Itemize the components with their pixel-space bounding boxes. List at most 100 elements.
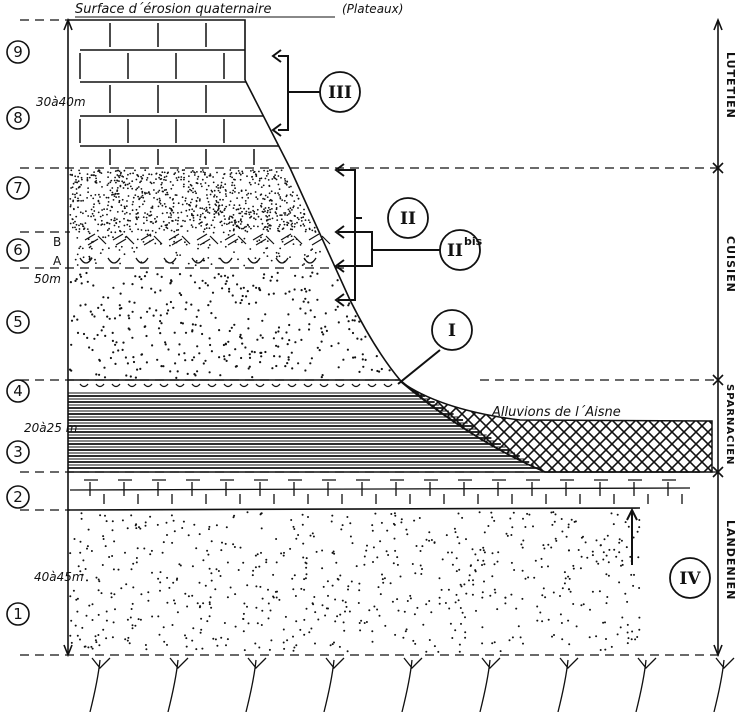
sand-dot bbox=[95, 641, 98, 644]
sand-dot bbox=[541, 594, 544, 597]
sand-dot bbox=[238, 192, 240, 194]
sand-dot bbox=[528, 513, 531, 516]
marl-mark bbox=[118, 479, 139, 504]
sand-dot bbox=[126, 527, 129, 530]
sand-dot bbox=[189, 204, 192, 207]
sand-dot bbox=[209, 596, 212, 599]
stage-cuisien: CUISIEN bbox=[724, 236, 737, 293]
layer-label: 9 bbox=[13, 43, 23, 61]
sand-dot bbox=[90, 194, 92, 197]
sand-dot bbox=[310, 357, 313, 360]
sand-dot bbox=[217, 212, 220, 215]
sand-dot bbox=[638, 628, 641, 631]
sand-dot bbox=[373, 605, 376, 608]
sand-dot bbox=[108, 556, 111, 558]
sand-dot bbox=[339, 574, 342, 577]
sand-dot bbox=[227, 234, 230, 236]
sand-dot bbox=[289, 207, 292, 210]
sand-dot bbox=[88, 604, 91, 607]
sand-dot bbox=[187, 595, 190, 598]
sand-dot bbox=[139, 181, 141, 184]
sand-dot bbox=[69, 281, 72, 284]
sand-dot bbox=[127, 195, 130, 197]
sand-dot bbox=[239, 333, 242, 336]
sand-dot bbox=[90, 550, 93, 552]
sand-dot bbox=[76, 181, 79, 184]
sand-dot bbox=[303, 578, 306, 581]
sand-dot bbox=[90, 645, 93, 648]
sand-dot bbox=[175, 376, 178, 379]
sand-dot bbox=[99, 171, 101, 174]
sand-dot bbox=[189, 274, 192, 277]
sand-dot bbox=[151, 230, 154, 232]
sand-dot bbox=[106, 315, 109, 318]
sand-dot bbox=[279, 205, 282, 208]
sand-dot bbox=[244, 346, 247, 349]
sand-dot bbox=[222, 343, 225, 347]
sand-dot bbox=[470, 564, 472, 567]
sand-dot bbox=[161, 186, 163, 189]
layer-circle bbox=[6, 310, 30, 334]
sand-dot bbox=[221, 224, 224, 227]
sand-dot bbox=[163, 640, 166, 643]
sand-dot bbox=[118, 199, 121, 202]
sand-dot bbox=[483, 563, 486, 566]
sand-dot bbox=[160, 174, 163, 177]
layer-number-2: 2 bbox=[6, 485, 30, 509]
sand-dot bbox=[163, 203, 166, 205]
sand-dot bbox=[208, 528, 210, 531]
sand-dot bbox=[606, 596, 609, 598]
sand-dot bbox=[94, 635, 97, 638]
sand-dot bbox=[275, 538, 278, 540]
sand-dot bbox=[451, 563, 454, 566]
sand-dot bbox=[561, 530, 564, 533]
sand-dot bbox=[278, 355, 281, 358]
sand-dot bbox=[212, 637, 215, 640]
sand-dot bbox=[212, 219, 214, 222]
sand-dot bbox=[303, 208, 305, 211]
sand-dot bbox=[104, 334, 107, 337]
sand-dot bbox=[159, 589, 161, 592]
sand-dot bbox=[465, 592, 468, 595]
sand-dot bbox=[191, 323, 194, 326]
sand-dot bbox=[135, 557, 138, 559]
sand-dot bbox=[220, 184, 223, 187]
sand-dot bbox=[168, 222, 171, 224]
sand-dot bbox=[308, 323, 311, 326]
sand-dot bbox=[621, 616, 624, 619]
sand-dot bbox=[145, 179, 148, 181]
sand-dot bbox=[379, 540, 382, 543]
sand-dot bbox=[433, 541, 436, 544]
sand-dot bbox=[289, 228, 292, 231]
sand-dot bbox=[279, 223, 281, 226]
sand-dot bbox=[143, 222, 145, 225]
sand-dot bbox=[155, 173, 158, 175]
sand-dot bbox=[256, 240, 259, 243]
sand-dot bbox=[440, 588, 443, 591]
sand-dot bbox=[376, 608, 379, 611]
sparnacian-strata bbox=[68, 383, 539, 469]
sand-dot bbox=[88, 232, 91, 235]
sand-dot bbox=[300, 289, 303, 292]
sand-dot bbox=[321, 567, 324, 570]
shell-mark bbox=[367, 383, 377, 388]
sand-dot bbox=[118, 176, 121, 179]
sand-dot bbox=[333, 552, 336, 555]
sand-dot bbox=[272, 596, 275, 599]
sand-dot bbox=[288, 290, 291, 293]
sand-dot bbox=[281, 228, 284, 231]
sand-dot bbox=[106, 229, 109, 232]
sand-dot bbox=[149, 181, 152, 184]
level-ii-bis-sup: bis bbox=[464, 235, 483, 248]
sand-dot bbox=[506, 534, 509, 537]
sand-dot bbox=[380, 367, 383, 371]
sand-dot bbox=[115, 181, 117, 184]
sand-dot bbox=[196, 182, 199, 185]
sand-dot bbox=[550, 546, 553, 549]
sand-dot bbox=[618, 551, 621, 554]
sand-dot bbox=[246, 584, 249, 587]
sand-dot bbox=[124, 356, 127, 359]
sand-dot bbox=[155, 192, 158, 195]
sand-dot bbox=[314, 642, 316, 645]
sand-dot bbox=[283, 212, 285, 214]
